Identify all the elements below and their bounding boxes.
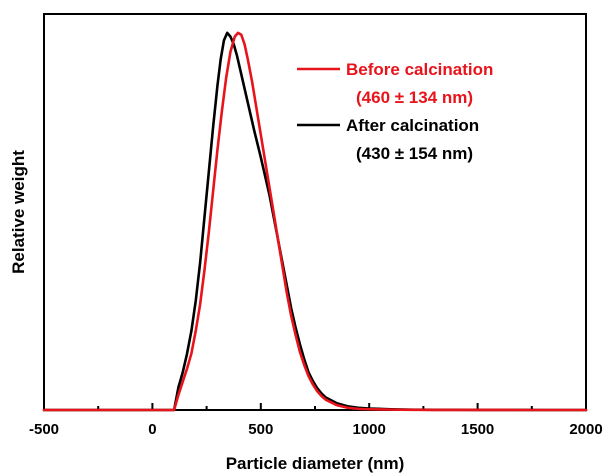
legend-annotation-after: (430 ± 154 nm) [356, 144, 473, 163]
plot-frame [43, 13, 587, 411]
series-after-calcination-line [42, 31, 588, 412]
series-group [42, 31, 588, 412]
x-axis-tick-labels: -500 0 500 1000 1500 2000 [29, 421, 603, 438]
x-tick-label: 1000 [353, 421, 386, 438]
x-tick-label: -500 [29, 421, 59, 438]
legend-label-before: Before calcination [346, 60, 493, 79]
x-tick-label: 0 [148, 421, 156, 438]
x-tick-label: 2000 [569, 421, 602, 438]
y-axis-label: Relative weight [9, 150, 28, 274]
legend-annotation-before: (460 ± 134 nm) [356, 88, 473, 107]
x-tick-label: 500 [248, 421, 273, 438]
legend-label-after: After calcination [346, 116, 479, 135]
plot-border [43, 13, 587, 411]
legend: Before calcination (460 ± 134 nm) After ca… [297, 60, 493, 163]
series-before-calcination-line [42, 31, 588, 412]
x-axis-label: Particle diameter (nm) [226, 454, 405, 473]
x-tick-label: 1500 [461, 421, 494, 438]
